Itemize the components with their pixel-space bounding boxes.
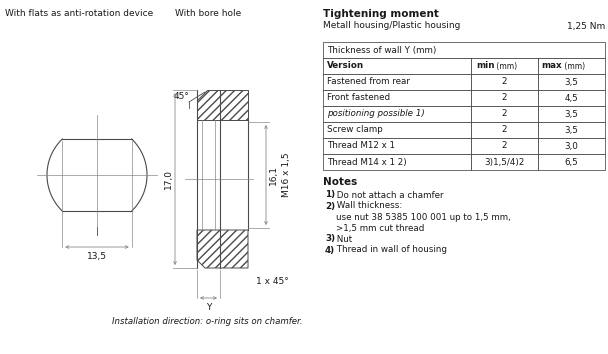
Bar <box>538 122 605 138</box>
Text: 1 x 45°: 1 x 45° <box>256 278 289 286</box>
Text: positioning possible 1): positioning possible 1) <box>327 109 425 119</box>
Text: 2: 2 <box>502 93 507 103</box>
Bar <box>538 154 605 170</box>
Text: 3,5: 3,5 <box>565 126 578 135</box>
Text: 3,5: 3,5 <box>565 109 578 119</box>
Polygon shape <box>197 230 248 268</box>
Text: (mm): (mm) <box>562 62 585 70</box>
Text: 2: 2 <box>502 126 507 135</box>
Text: use nut 38 5385 100 001 up to 1,5 mm,: use nut 38 5385 100 001 up to 1,5 mm, <box>325 212 511 222</box>
Bar <box>471 122 538 138</box>
Text: 3,0: 3,0 <box>565 142 578 150</box>
Text: Metall housing/Plastic housing: Metall housing/Plastic housing <box>323 22 460 30</box>
Bar <box>323 138 471 154</box>
Text: 13,5: 13,5 <box>87 251 107 261</box>
Text: min: min <box>476 62 494 70</box>
Text: Y: Y <box>206 303 211 312</box>
Text: Thread M14 x 1 2): Thread M14 x 1 2) <box>327 158 407 166</box>
Text: 2: 2 <box>502 109 507 119</box>
Text: 1): 1) <box>325 190 335 200</box>
Text: >1,5 mm cut thread: >1,5 mm cut thread <box>325 223 424 233</box>
Text: 2): 2) <box>325 201 335 211</box>
Bar <box>323 106 471 122</box>
Bar <box>538 58 605 74</box>
Text: Fastened from rear: Fastened from rear <box>327 78 410 86</box>
Bar <box>471 74 538 90</box>
Text: Tightening moment: Tightening moment <box>323 9 439 19</box>
Bar <box>471 58 538 74</box>
Bar <box>471 154 538 170</box>
Text: 1,25 Nm: 1,25 Nm <box>567 22 605 30</box>
Text: Thread M12 x 1: Thread M12 x 1 <box>327 142 395 150</box>
Text: 3): 3) <box>325 234 335 244</box>
Text: max: max <box>541 62 562 70</box>
Text: 3,5: 3,5 <box>565 78 578 86</box>
Bar <box>538 90 605 106</box>
Text: 16,1: 16,1 <box>269 165 277 185</box>
Text: Thread in wall of housing: Thread in wall of housing <box>334 246 447 255</box>
Text: 2: 2 <box>502 142 507 150</box>
Text: Screw clamp: Screw clamp <box>327 126 383 135</box>
Bar <box>471 106 538 122</box>
Bar <box>538 138 605 154</box>
Text: Installation direction: o-ring sits on chamfer.: Installation direction: o-ring sits on c… <box>112 318 302 326</box>
Bar <box>323 90 471 106</box>
Bar <box>471 138 538 154</box>
Text: (mm): (mm) <box>494 62 517 70</box>
Bar <box>323 42 605 58</box>
Text: 45°: 45° <box>173 92 189 101</box>
Text: Front fastened: Front fastened <box>327 93 390 103</box>
Text: 6,5: 6,5 <box>565 158 578 166</box>
Text: 4,5: 4,5 <box>565 93 578 103</box>
Bar <box>538 106 605 122</box>
Bar <box>323 58 471 74</box>
Text: 4): 4) <box>325 246 335 255</box>
Text: M16 x 1,5: M16 x 1,5 <box>282 153 291 197</box>
Text: 3)1,5/4)2: 3)1,5/4)2 <box>485 158 525 166</box>
Bar <box>538 74 605 90</box>
Bar <box>323 122 471 138</box>
Text: With flats as anti-rotation device: With flats as anti-rotation device <box>5 10 153 18</box>
Text: Thickness of wall Y (mm): Thickness of wall Y (mm) <box>327 46 437 55</box>
Text: With bore hole: With bore hole <box>175 10 241 18</box>
Text: 17,0: 17,0 <box>164 169 173 189</box>
Bar <box>323 154 471 170</box>
Text: Notes: Notes <box>323 177 358 187</box>
Text: Do not attach a chamfer: Do not attach a chamfer <box>334 190 444 200</box>
Bar <box>323 74 471 90</box>
Bar <box>471 90 538 106</box>
Text: Version: Version <box>327 62 364 70</box>
Text: Nut: Nut <box>334 234 352 244</box>
Polygon shape <box>197 90 248 120</box>
Text: 2: 2 <box>502 78 507 86</box>
Text: Wall thickness:: Wall thickness: <box>334 201 402 211</box>
